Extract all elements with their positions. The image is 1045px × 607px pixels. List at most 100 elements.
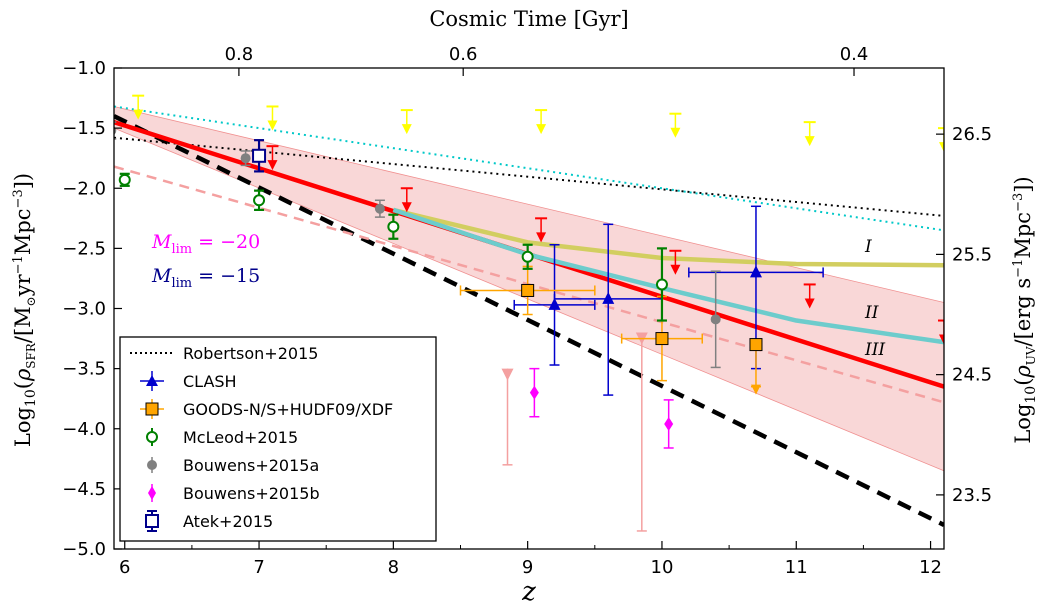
legend-label-mcleod: McLeod+2015 bbox=[183, 428, 298, 447]
upper-limit-0-0-head bbox=[133, 109, 144, 120]
upper-limit-1-2-head bbox=[536, 232, 547, 243]
x-tick-label-10: 10 bbox=[651, 557, 674, 578]
y-axis-label-left: Log10(ρSFR/[M⊙yr−1Mpc−3]) bbox=[11, 173, 39, 447]
upper-limit-1-2 bbox=[535, 217, 548, 243]
bouwens-2015b-marker-0 bbox=[529, 385, 539, 400]
x-tick-label-11: 11 bbox=[785, 557, 808, 578]
right-tick-label: 26.5 bbox=[952, 124, 992, 145]
clash-marker-1 bbox=[602, 291, 615, 304]
curve-label-III: III bbox=[864, 340, 885, 360]
upper-limit-1-1-head bbox=[401, 202, 412, 213]
clash-point-0 bbox=[513, 244, 596, 366]
x-tick-label-8: 8 bbox=[388, 557, 399, 578]
mcleod-2015-marker-2 bbox=[387, 220, 400, 233]
upper-limit-0-3 bbox=[535, 109, 548, 135]
atek-2015-point-0 bbox=[252, 139, 267, 173]
goods-n-s-hudf09-xdf-marker-0 bbox=[521, 283, 535, 297]
upper-limit-1-3-head bbox=[670, 264, 681, 275]
legend: Robertson+2015 CLASH GOODS-N/S+HUDF09/XD… bbox=[119, 336, 437, 542]
annotation-mlim-15: Mlim = −15 bbox=[151, 265, 260, 291]
legend-atek-marker bbox=[145, 510, 159, 532]
top-axis-label: Cosmic Time [Gyr] bbox=[429, 7, 628, 31]
bouwens-2015a-marker-3 bbox=[710, 314, 721, 325]
upper-limit-1-5-head bbox=[939, 334, 944, 345]
upper-limit-1-3 bbox=[669, 249, 682, 275]
upper-limit-1-4-head bbox=[804, 298, 815, 309]
legend-clash-marker bbox=[140, 371, 164, 391]
goods-n-s-hudf09-xdf-marker-2 bbox=[749, 338, 763, 352]
pink-limit-head-0 bbox=[501, 368, 514, 381]
y-tick-label: −3.0 bbox=[62, 299, 106, 320]
upper-limit-0-0 bbox=[132, 94, 145, 120]
y-tick-label: −2.0 bbox=[62, 178, 106, 199]
bouwens-2015b-point-0 bbox=[529, 367, 540, 418]
upper-limit-0-5 bbox=[803, 121, 816, 147]
upper-limit-0-4-head bbox=[670, 127, 681, 138]
mcleod-2015-point-1 bbox=[253, 189, 266, 211]
curve-label-II: II bbox=[864, 303, 879, 323]
clash-marker-0 bbox=[548, 297, 561, 310]
y-tick-label: −1.0 bbox=[62, 58, 106, 79]
upper-limit-1-4 bbox=[803, 283, 816, 309]
upper-limit-0-3-head bbox=[536, 124, 547, 135]
bouwens-2015b-marker-1 bbox=[664, 416, 674, 431]
x-tick-label-7: 7 bbox=[253, 557, 264, 578]
mcleod-2015-marker-3 bbox=[521, 250, 534, 263]
right-tick-label: 25.5 bbox=[952, 244, 992, 265]
model-line-2 bbox=[114, 114, 944, 527]
legend-mcleod-marker bbox=[146, 428, 158, 446]
upper-limit-0-5-head bbox=[804, 136, 815, 147]
upper-limit-1-0-head bbox=[267, 160, 278, 171]
upper-limit-0-6 bbox=[938, 127, 944, 153]
goods-n-s-hudf09-xdf-point-0 bbox=[459, 265, 596, 316]
legend-label-robertson: Robertson+2015 bbox=[183, 344, 318, 363]
bouwens-2015a-point-3 bbox=[710, 270, 721, 369]
legend-bouwens-b-marker bbox=[148, 484, 156, 502]
upper-limit-1-5 bbox=[938, 319, 944, 345]
goods-n-s-hudf09-xdf-limit-head-2 bbox=[750, 384, 761, 395]
legend-bouwens-a-marker bbox=[147, 457, 157, 473]
y-tick-label: −5.0 bbox=[62, 539, 106, 560]
bouwens-2015a-point-2 bbox=[374, 199, 385, 218]
upper-limit-0-1-head bbox=[267, 120, 278, 131]
goods-n-s-hudf09-xdf-marker-1 bbox=[655, 332, 669, 346]
clash-marker-2 bbox=[749, 265, 762, 278]
y-tick-label: −1.5 bbox=[62, 118, 106, 139]
legend-label-bouwens-a: Bouwens+2015a bbox=[183, 456, 319, 475]
plot-area bbox=[114, 94, 944, 532]
upper-limit-0-4 bbox=[669, 112, 682, 138]
mcleod-2015-marker-4 bbox=[655, 278, 668, 291]
mcleod-2015-point-2 bbox=[387, 213, 400, 240]
mcleod-2015-point-3 bbox=[521, 243, 534, 270]
x-tick-label-12: 12 bbox=[919, 557, 942, 578]
x-tick-label-6: 6 bbox=[119, 557, 130, 578]
bouwens-2015a-point-1 bbox=[240, 150, 251, 167]
x-axis-label: z bbox=[521, 577, 536, 607]
axis-ticks: 6 7 8 9 10 11 12 −1.0 −1.5 −2.0 −2.5 −3.0 −3.5 −4.0 −4… bbox=[62, 44, 992, 578]
upper-limit-1-0 bbox=[266, 145, 279, 171]
model-line-1 bbox=[114, 105, 944, 232]
mcleod-2015-point-4 bbox=[655, 247, 668, 322]
legend-goods-marker bbox=[140, 399, 164, 419]
upper-limit-0-1 bbox=[266, 105, 279, 131]
annotation-mlim-20: Mlim = −20 bbox=[151, 231, 260, 257]
upper-limit-0-6-head bbox=[939, 142, 944, 153]
upper-limit-1-1 bbox=[400, 187, 413, 213]
mcleod-2015-marker-0 bbox=[118, 173, 131, 186]
upper-limit-0-2-head bbox=[401, 124, 412, 135]
legend-label-clash: CLASH bbox=[183, 372, 237, 391]
upper-limit-0-2 bbox=[400, 109, 413, 135]
right-tick-label: 24.5 bbox=[952, 365, 992, 386]
mcleod-2015-point-0 bbox=[118, 172, 131, 187]
top-tick-label: 0.6 bbox=[449, 44, 478, 65]
bouwens-2015a-marker-1 bbox=[240, 153, 251, 164]
x-tick-label-9: 9 bbox=[522, 557, 533, 578]
bouwens-2015a-marker-2 bbox=[374, 203, 385, 214]
legend-label-atek: Atek+2015 bbox=[183, 512, 273, 531]
legend-box bbox=[119, 336, 437, 542]
atek-2015-marker-0 bbox=[252, 148, 267, 163]
bouwens-2015b-point-1 bbox=[663, 399, 674, 449]
top-tick-label: 0.4 bbox=[840, 44, 869, 65]
legend-label-goods: GOODS-N/S+HUDF09/XDF bbox=[183, 400, 393, 419]
mcleod-2015-marker-1 bbox=[253, 194, 266, 207]
